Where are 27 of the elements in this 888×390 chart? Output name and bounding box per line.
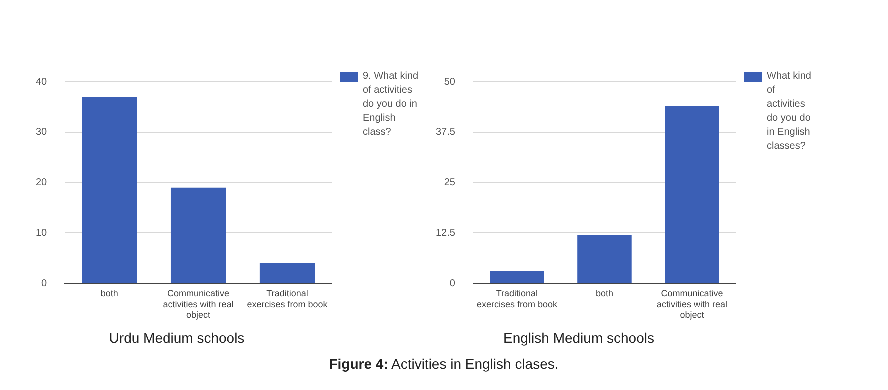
y-tick-label: 40	[36, 76, 48, 88]
x-tick-label: both	[100, 288, 118, 298]
y-tick-label: 0	[450, 278, 456, 290]
y-tick-label: 37.5	[436, 127, 456, 138]
legend-label: What kind of activities do you do in English classes?	[767, 70, 812, 154]
y-tick-label: 20	[36, 178, 48, 189]
bar	[170, 188, 226, 284]
y-tick-label: 50	[444, 76, 456, 88]
x-tick-label: Communicative activities with real object	[163, 288, 234, 320]
x-tick-label: both	[596, 288, 614, 298]
y-tick-label: 30	[36, 127, 48, 138]
x-axis-title: English Medium schools	[502, 330, 656, 346]
x-tick-label: Traditional exercises from book	[476, 288, 558, 310]
y-tick-label: 10	[36, 228, 48, 239]
y-tick-label: 25	[444, 178, 456, 189]
bar	[82, 97, 138, 284]
y-tick-label: 0	[42, 278, 48, 290]
bar	[260, 263, 316, 284]
x-tick-label: Traditional exercises from book	[247, 288, 328, 310]
bar	[490, 272, 544, 284]
x-tick-label: Communicative activities with real object	[656, 288, 728, 320]
caption: Figure 4: Activities in English clases.	[328, 356, 560, 372]
y-tick-label: 12.5	[436, 228, 456, 239]
legend-label: 9. What kind of activities do you do in English class?	[363, 70, 420, 140]
bar	[665, 106, 720, 284]
bar	[578, 235, 632, 284]
x-axis-title: Urdu Medium schools	[108, 330, 246, 346]
